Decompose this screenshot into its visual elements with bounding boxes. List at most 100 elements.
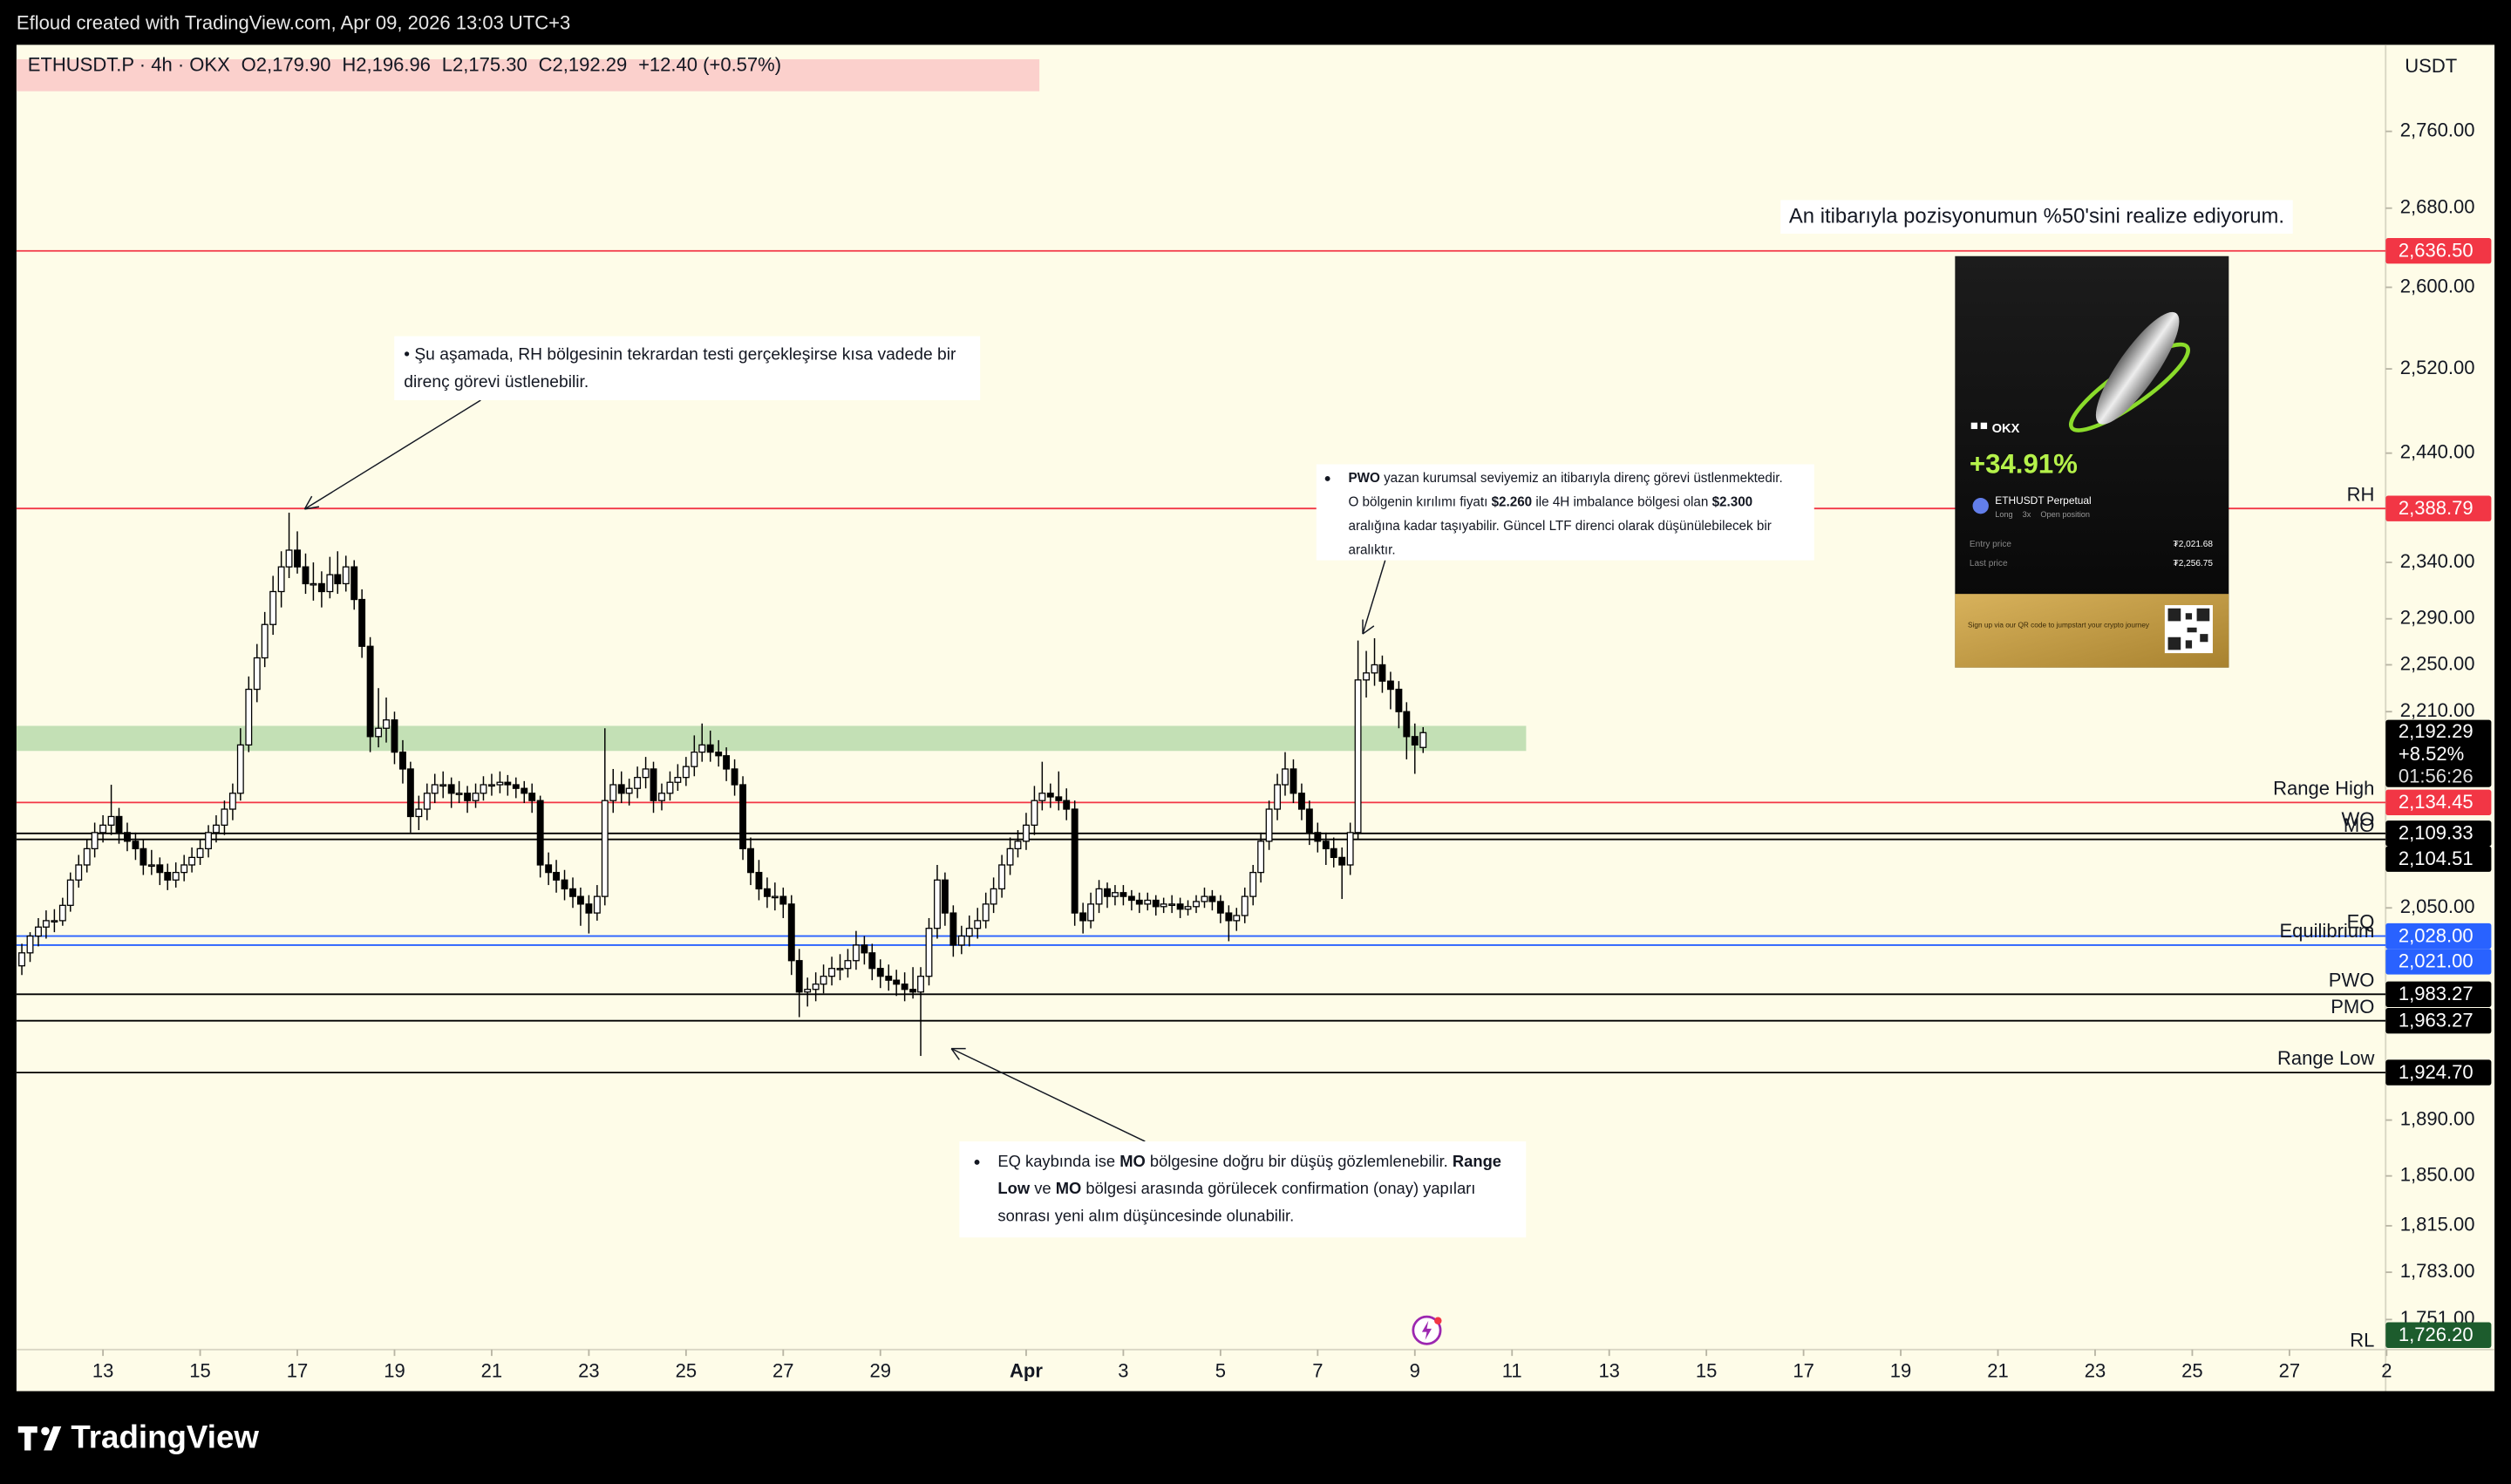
- candle-body: [1371, 664, 1378, 674]
- annotation-text: ve: [1030, 1179, 1056, 1197]
- candle-body: [269, 590, 277, 625]
- candle-body: [1403, 711, 1411, 738]
- arrow: [1362, 560, 1386, 635]
- candle-body: [66, 879, 74, 906]
- annotation-text: Range: [1453, 1152, 1501, 1170]
- level-tag-label: 2,636.50: [2399, 239, 2474, 261]
- candle-body: [1063, 800, 1071, 810]
- candle-body: [132, 841, 140, 850]
- candle-body: [747, 848, 754, 874]
- level-tag: [2385, 1322, 2492, 1348]
- card-promo-box: Sign up via our QR code to jumpstart you…: [1968, 621, 2149, 629]
- candle-body: [1363, 672, 1370, 681]
- candle-body: [326, 574, 334, 593]
- footer: TradingView: [17, 1419, 259, 1454]
- candle-body: [1257, 841, 1265, 874]
- alert-icon: [1412, 1315, 1442, 1345]
- candle-body: [472, 793, 480, 801]
- rocket: [2095, 311, 2180, 425]
- y-tick-label: 1,815.00: [2400, 1214, 2475, 1236]
- candle-body: [723, 755, 731, 770]
- candle-body: [715, 751, 723, 757]
- last-price-countdown: 01:56:26: [2399, 766, 2474, 787]
- candle-body: [698, 744, 706, 753]
- y-tick-label: 2,680.00: [2400, 196, 2475, 218]
- logo-dot: [41, 1426, 50, 1436]
- x-tick-label: 3: [1118, 1359, 1128, 1381]
- candle-body: [1071, 808, 1079, 914]
- candle-body: [1411, 736, 1419, 746]
- annotation-text: MO: [1056, 1179, 1082, 1197]
- candle-body: [925, 928, 933, 977]
- candle-body: [1241, 895, 1249, 916]
- candle-body: [1023, 824, 1030, 842]
- candle-body: [1144, 899, 1152, 905]
- candle-body: [1031, 800, 1038, 826]
- pnl-card: OKX +34.91% ETHUSDT Perpetual Long 3x Open…: [1955, 255, 2229, 668]
- candle-body: [1233, 915, 1241, 922]
- level-tag: [2385, 949, 2492, 975]
- candle-body: [650, 768, 657, 801]
- header-text: Efloud created with TradingView.com, Apr…: [17, 11, 570, 33]
- candle-body: [487, 784, 495, 787]
- candle-body: [965, 928, 973, 937]
- candle-body: [221, 808, 228, 826]
- annotation-line: aralığına kadar taşıyabilir. Güncel LTF …: [1348, 519, 1771, 534]
- candle-body: [1014, 841, 1022, 850]
- x-tick-label: 13: [1598, 1359, 1619, 1381]
- candle-body: [1322, 841, 1330, 850]
- last-price-tag: [2385, 719, 2492, 787]
- candle-body: [172, 871, 180, 881]
- candle-body: [755, 871, 763, 890]
- candle-body: [375, 727, 383, 738]
- candle-body: [1160, 903, 1167, 908]
- candle-body: [609, 784, 617, 801]
- level-tag-label: 1,726.20: [2399, 1324, 2474, 1345]
- level-name: RH: [2347, 483, 2375, 505]
- level-name: Equilibrium: [2279, 920, 2374, 942]
- candle-body: [1038, 793, 1046, 801]
- candle-body: [795, 960, 803, 993]
- y-tick-label: 2,440.00: [2400, 441, 2475, 463]
- level-tag-label: 2,388.79: [2399, 497, 2474, 519]
- zones: [16, 725, 1527, 752]
- candle-body: [1176, 903, 1184, 910]
- candle-body: [42, 920, 50, 928]
- arrow: [950, 1047, 1146, 1142]
- card-entry: ₮2,021.68: [2174, 540, 2214, 549]
- candle-body: [617, 784, 625, 794]
- level-tag: [2385, 495, 2492, 521]
- annotation-text: MO: [1119, 1152, 1146, 1170]
- annotation-line: EQ kaybında ise MO bölgesine doğru bir d…: [997, 1152, 1501, 1170]
- candle-body: [576, 895, 584, 905]
- x-tick-label: 27: [2279, 1359, 2301, 1381]
- candle-body: [1419, 732, 1427, 748]
- candle-body: [342, 566, 350, 585]
- annotation-box: [959, 1141, 1527, 1238]
- candle-body: [1314, 832, 1322, 842]
- candle-body: [917, 976, 924, 993]
- y-tick-label: 2,520.00: [2400, 357, 2475, 378]
- x-tick-label: 17: [287, 1359, 309, 1381]
- candle-body: [228, 793, 236, 810]
- level-tag-label: 2,021.00: [2399, 950, 2474, 972]
- candle-body: [634, 777, 642, 789]
- candle-body: [553, 871, 561, 881]
- level-tag: [2385, 1008, 2492, 1034]
- candle-body: [496, 781, 504, 786]
- annotation-line: An itibarıyla pozisyonumun %50'sini real…: [1789, 205, 2284, 228]
- candle-body: [682, 766, 690, 779]
- x-tick-label: 15: [189, 1359, 210, 1381]
- candle-body: [876, 968, 884, 977]
- arrow-head: [1362, 619, 1375, 635]
- candle-body: [990, 888, 997, 905]
- x-tick-label: 29: [870, 1359, 892, 1381]
- candle-body: [1055, 796, 1063, 801]
- candle-body: [35, 926, 42, 937]
- candle-body: [1119, 892, 1127, 897]
- candle-body: [447, 784, 455, 794]
- candle-body: [909, 989, 917, 993]
- annotation-text: aralığına kadar taşıyabilir. Güncel LTF …: [1348, 519, 1771, 534]
- candle-body: [1193, 901, 1200, 908]
